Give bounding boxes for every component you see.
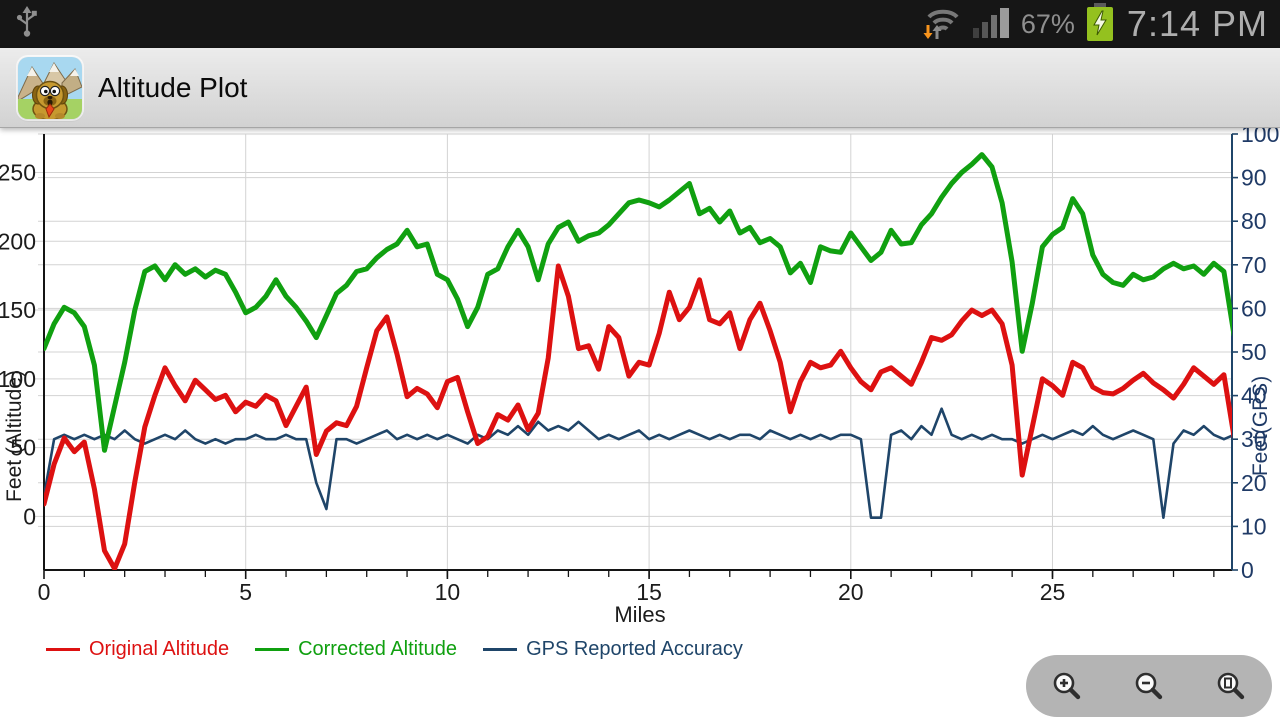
zoom-fit-magnifier-icon <box>1217 672 1245 700</box>
dog-mountain-app-icon[interactable] <box>18 56 82 119</box>
action-bar: Altitude Plot <box>0 48 1280 128</box>
legend-item: GPS Reported Accuracy <box>483 638 743 661</box>
altitude-chart[interactable]: 0 50 100 150 200 250 0 10 20 30 40 50 60 70 80 90 100 0 5 1… <box>0 128 1280 720</box>
right-tick-label: 80 <box>1241 208 1267 234</box>
series-line-original-altitude <box>44 263 1232 570</box>
right-tick-label: 60 <box>1241 295 1267 321</box>
right-axis-title: Feet(GPS) <box>1249 376 1272 476</box>
right-tick-label: 0 <box>1241 557 1254 583</box>
zoom-out-magnifier-icon <box>1135 672 1163 700</box>
zoom-in-button[interactable] <box>1032 655 1102 717</box>
x-tick-label: 5 <box>239 579 252 605</box>
x-tick-label: 15 <box>636 579 662 605</box>
legend-item: Original Altitude <box>46 638 229 661</box>
zoom-in-magnifier-icon <box>1053 672 1081 700</box>
page-title: Altitude Plot <box>98 71 248 103</box>
legend-label: Original Altitude <box>89 638 230 660</box>
left-tick-label: 50 <box>10 435 36 461</box>
zoom-fit-button[interactable] <box>1196 655 1266 717</box>
right-tick-label: 40 <box>1241 383 1267 409</box>
right-tick-label: 30 <box>1241 426 1267 452</box>
battery-percent: 67% <box>1020 8 1075 39</box>
clock: 7:14 PM <box>1126 3 1268 44</box>
legend-line-swatch <box>255 648 290 651</box>
right-tick-label: 90 <box>1241 165 1267 191</box>
x-tick-label: 20 <box>838 579 864 605</box>
left-tick-label: 200 <box>0 228 36 254</box>
legend-line-swatch <box>46 648 80 651</box>
right-tick-label: 50 <box>1241 339 1267 365</box>
series-line-corrected-altitude <box>44 152 1232 453</box>
right-tick-label: 10 <box>1241 513 1267 539</box>
legend-item: Corrected Altitude <box>255 638 457 661</box>
right-tick-label: 100 <box>1241 128 1279 147</box>
right-tick-label: 70 <box>1241 252 1267 278</box>
legend-label: Corrected Altitude <box>298 638 458 660</box>
series-line-gps-reported-accuracy <box>44 407 1232 520</box>
signal-strength-icon <box>972 6 1011 43</box>
legend-line-swatch <box>483 648 518 651</box>
zoom-out-button[interactable] <box>1114 655 1184 717</box>
x-tick-label: 25 <box>1040 579 1066 605</box>
x-tick-label: 0 <box>38 579 51 605</box>
x-tick-label: 10 <box>435 579 461 605</box>
left-axis-title: Feet (Altitude) <box>3 370 26 502</box>
right-tick-label: 20 <box>1241 470 1267 496</box>
plot-canvas[interactable]: 0 50 100 150 200 250 0 10 20 30 40 50 60 70 80 90 100 0 5 1… <box>0 128 1280 628</box>
wifi-traffic-icon <box>919 3 963 46</box>
legend-label: GPS Reported Accuracy <box>526 638 743 660</box>
status-bar: 67% 7:14 PM <box>0 0 1280 48</box>
left-tick-label: 100 <box>0 366 36 392</box>
usb-icon <box>14 4 40 45</box>
chart-legend: Original Altitude Corrected Altitude GPS R… <box>46 638 743 661</box>
battery-charging-icon <box>1085 2 1115 47</box>
zoom-controls <box>1026 655 1272 717</box>
left-tick-label: 150 <box>0 297 36 323</box>
left-tick-label: 0 <box>23 503 36 529</box>
x-axis-title: Miles <box>614 602 665 627</box>
left-tick-label: 250 <box>0 160 36 186</box>
